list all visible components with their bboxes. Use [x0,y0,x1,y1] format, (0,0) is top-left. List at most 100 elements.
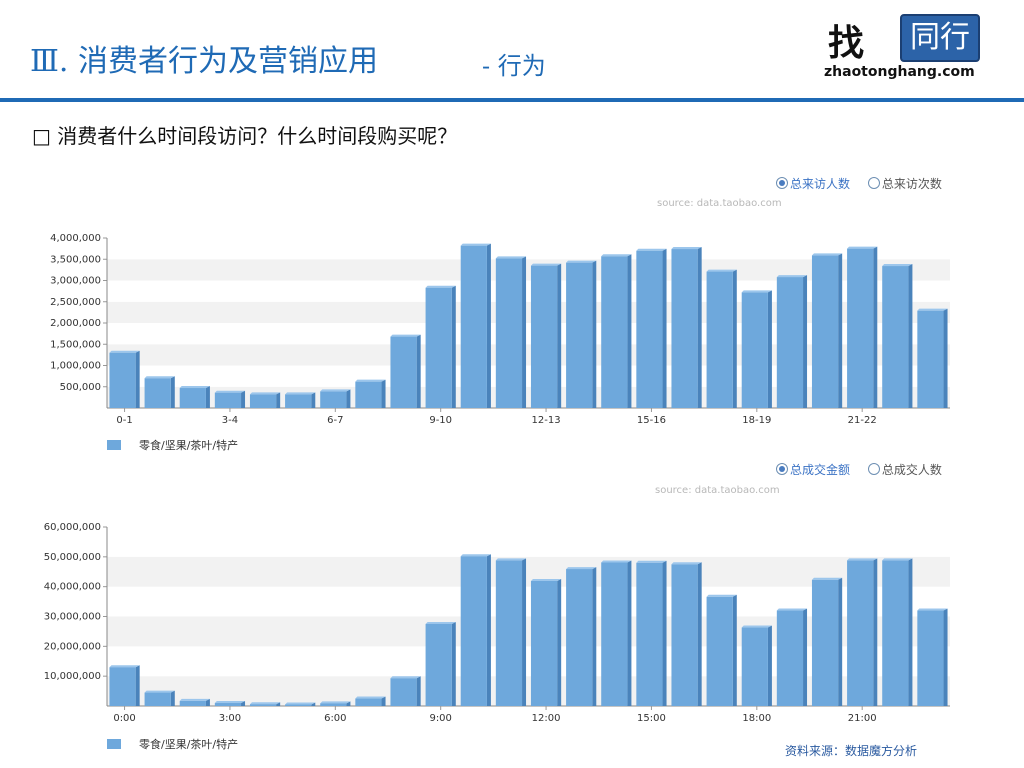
bar-side [662,248,667,408]
bar-face [249,704,277,706]
bar-top [320,701,351,704]
chart1-legend: 零食/坚果/茶叶/特产 [107,437,238,453]
bar [671,247,702,408]
logo: 找 同行 zhaotonghang.com [818,8,1016,90]
x-tick-label: 18:00 [742,713,771,724]
bar-side [557,578,562,706]
x-tick-label: 0:00 [113,713,135,724]
bar-top [425,621,456,624]
grid-band [107,616,950,647]
bar [706,594,737,706]
bar-top [109,350,140,353]
bar-face [671,249,698,408]
bar-top [495,558,527,561]
y-tick-label: 20,000,000 [44,641,101,652]
bar-face [530,265,558,408]
radio-unselected-icon[interactable] [867,177,880,189]
bar-top [706,594,737,597]
bar [214,701,246,706]
bar [847,558,878,706]
bar [285,702,316,706]
bar-face [390,678,417,706]
page-title: Ⅲ. 消费者行为及营销应用 [30,44,379,79]
bar-side [311,392,316,408]
bar-top [355,379,386,382]
chart1-source: source: data.taobao.com [657,198,782,209]
bar [530,263,562,408]
chart1-option-visits[interactable]: 总来访次数 [867,177,942,191]
y-tick-label: 60,000,000 [44,522,101,533]
chart2-option-buyers[interactable]: 总成交人数 [867,463,942,477]
bar-face [144,378,171,408]
bar-top [706,269,737,272]
bar-side [943,608,948,706]
x-tick-label: 12-13 [532,415,561,426]
bar-top [390,334,421,337]
bar-top [882,264,913,267]
bar-top [776,275,808,278]
bar [671,562,702,706]
bar [425,621,456,706]
bar-top [566,260,597,263]
bar-face [882,266,909,408]
radio-selected-icon[interactable] [776,177,788,189]
header-rule [0,98,1024,102]
bar-top [495,256,527,259]
bar-side [170,690,175,706]
bar [285,392,316,408]
radio-selected-icon[interactable] [776,463,788,475]
bar-side [451,285,456,408]
bar [636,560,667,706]
bar-face [460,245,487,408]
x-tick-label: 21-22 [848,415,877,426]
chart1-option-visitors-label: 总来访人数 [790,177,851,191]
bar-top [390,676,421,679]
bar-face [566,262,593,408]
bar-face [425,287,452,408]
bar-side [135,350,140,408]
bar-face [776,610,804,706]
bar-side [803,608,808,706]
bar-top [811,253,843,256]
chart2-source: source: data.taobao.com [655,485,780,496]
bar-side [767,290,772,408]
bar-face [425,623,452,706]
logo-zh-text: 找 [828,22,865,64]
bar [566,260,597,408]
bar [776,608,808,706]
chart2-option-amount[interactable]: 总成交金额 [776,463,854,477]
bar-face [320,391,347,408]
chart1-options: 总来访人数 总来访次数 [762,175,942,192]
bar-top [671,562,702,565]
bar-top [214,390,246,393]
bar-top [285,392,316,395]
bar-side [486,554,491,706]
bar-face [495,258,523,408]
x-tick-label: 9-10 [429,415,452,426]
bar-face [636,250,663,408]
bar-side [662,560,667,706]
bar [214,390,246,408]
data-source-footer: 资料来源：数据魔方分析 [785,744,918,758]
y-tick-label: 40,000,000 [44,582,101,593]
bar-top [601,560,632,563]
radio-unselected-icon[interactable] [867,463,880,475]
bar-top [179,698,210,701]
bar-face [917,610,944,706]
bar-side [732,594,737,706]
bar-top [917,308,948,311]
bar-top [741,625,772,628]
bar-top [144,376,175,379]
bar-face [847,248,874,408]
bar-face [249,394,277,408]
bar [811,577,843,706]
bar-side [592,260,597,408]
grid-band [107,527,950,557]
bar-top [460,243,491,246]
bar-top [636,560,667,563]
bar-top [530,578,562,581]
chart1-option-visitors[interactable]: 总来访人数 [776,177,854,191]
bar-face [179,388,206,408]
y-tick-label: 4,000,000 [50,233,101,244]
bar-side [873,558,878,706]
